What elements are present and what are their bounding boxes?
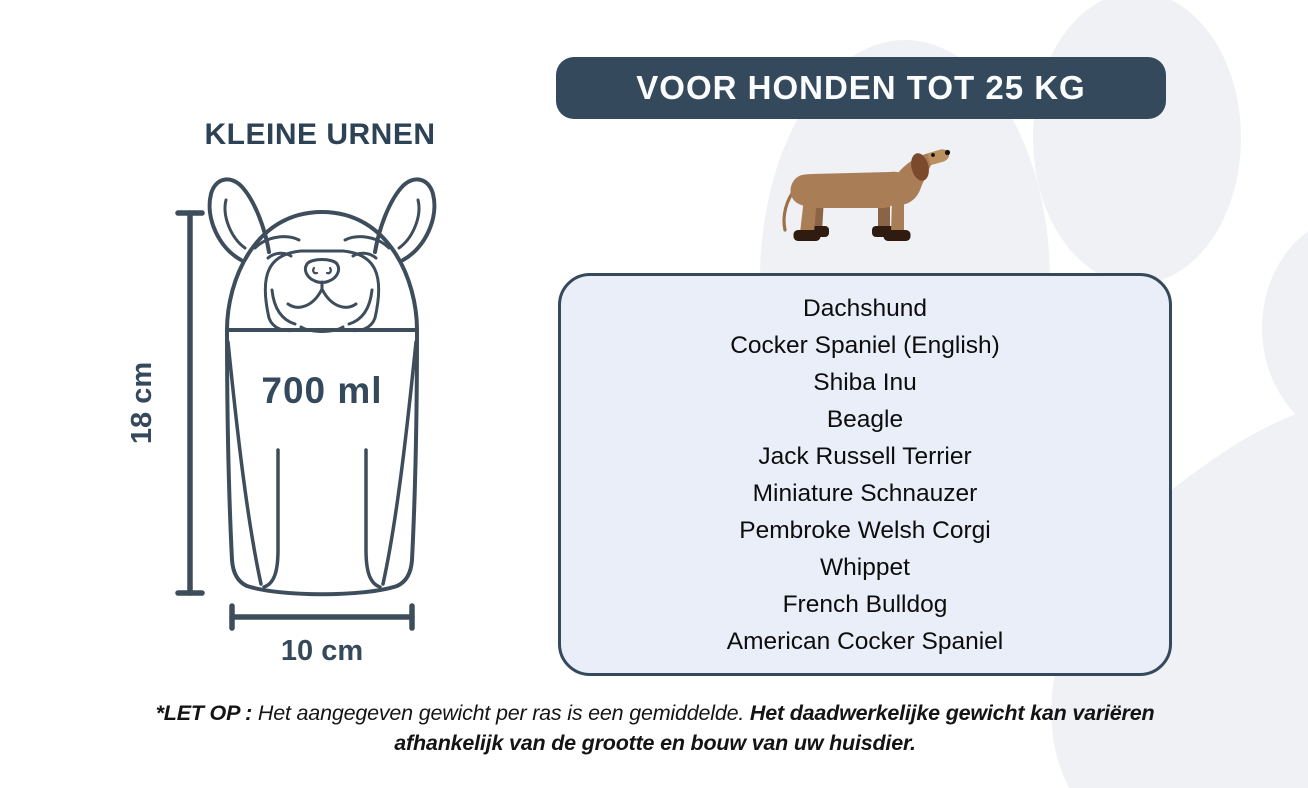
breed-item: Beagle: [826, 405, 904, 433]
breed-item: Cocker Spaniel (English): [730, 331, 1000, 359]
breed-item: Dachshund: [803, 294, 927, 322]
breed-item: Miniature Schnauzer: [752, 479, 978, 507]
footnote-normal: Het aangegeven gewicht per ras is een ge…: [257, 701, 750, 725]
breed-item: Jack Russell Terrier: [758, 442, 972, 470]
dachshund-shapes: [782, 149, 951, 241]
footnote-bold: Het daadwerkelijke gewicht kan variëren …: [394, 701, 1155, 755]
paw-print-toe-blob: [1262, 213, 1308, 443]
breed-item: Shiba Inu: [813, 368, 917, 396]
disclaimer-footnote: *LET OP : Het aangegeven gewicht per ras…: [140, 698, 1170, 758]
footnote-prefix: *LET OP :: [155, 701, 258, 725]
paw-print-toe-blob: [1033, 0, 1241, 284]
width-label: 10 cm: [281, 635, 363, 667]
french-bulldog-face: [253, 235, 391, 333]
french-bulldog-urn-icon: [207, 177, 437, 597]
dachshund-icon: [782, 149, 951, 241]
weight-banner: VOOR HONDEN TOT 25 KG: [556, 57, 1166, 119]
height-label: 18 cm: [126, 362, 158, 444]
breed-list-box: Dachshund Cocker Spaniel (English) Shiba I…: [558, 273, 1172, 676]
width-measure-line: [229, 603, 415, 631]
breed-item: Pembroke Welsh Corgi: [739, 516, 991, 544]
banner-label: VOOR HONDEN TOT 25 KG: [636, 69, 1086, 106]
breed-item: American Cocker Spaniel: [726, 627, 1004, 655]
volume-label: 700 ml: [261, 370, 382, 411]
urn-diagram: 18 cm 10 cm: [126, 177, 437, 667]
section-title-kleine-urnen: KLEINE URNEN: [204, 118, 436, 151]
breed-item: French Bulldog: [782, 590, 948, 618]
height-measure-line: [175, 210, 205, 596]
breed-item: Whippet: [820, 553, 910, 581]
